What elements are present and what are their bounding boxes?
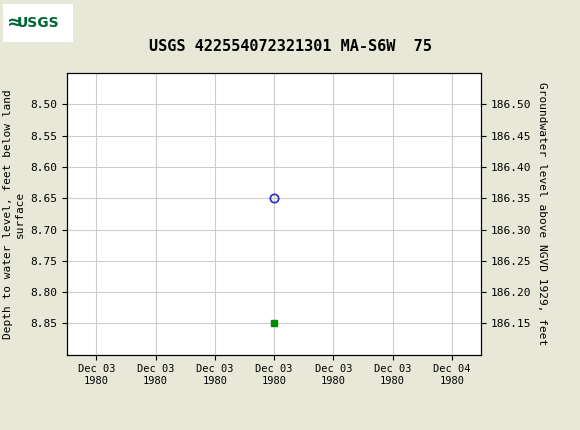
- Y-axis label: Groundwater level above NGVD 1929, feet: Groundwater level above NGVD 1929, feet: [537, 82, 547, 346]
- Text: USGS 422554072321301 MA-S6W  75: USGS 422554072321301 MA-S6W 75: [148, 39, 432, 54]
- Text: ≈: ≈: [7, 13, 23, 32]
- Y-axis label: Depth to water level, feet below land
surface: Depth to water level, feet below land su…: [3, 89, 24, 339]
- Bar: [3, 3, 72, 42]
- Text: USGS: USGS: [16, 15, 59, 30]
